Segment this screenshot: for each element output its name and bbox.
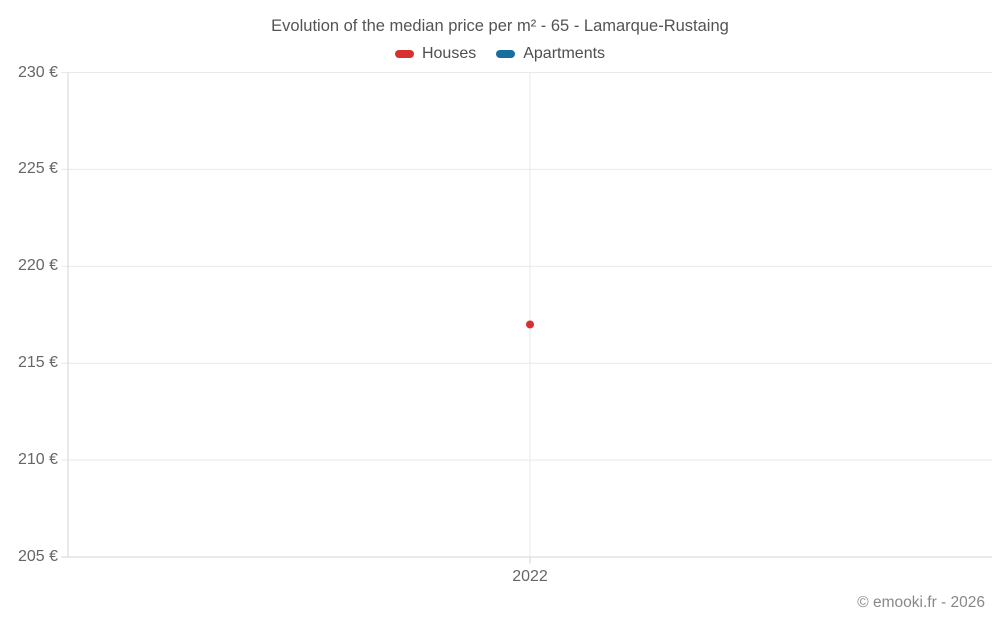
x-axis-tick-label: 2022 — [512, 568, 548, 585]
y-axis-tick-label: 205 € — [17, 548, 58, 565]
legend-label-apartments: Apartments — [523, 45, 606, 62]
legend-item-apartments[interactable]: Apartments — [496, 45, 605, 63]
apartments-series-swatch-icon — [496, 50, 516, 58]
y-axis-tick-label: 220 € — [17, 257, 58, 275]
houses-series-swatch-icon — [394, 50, 414, 58]
chart-legend: Houses Apartments — [0, 45, 1000, 63]
chart-title: Evolution of the median price per m² - 6… — [271, 17, 729, 35]
copyright-credit: © emooki.fr - 2026 — [857, 594, 985, 611]
y-axis-tick-label: 215 € — [17, 354, 58, 372]
y-axis-tick-label: 210 € — [17, 451, 58, 469]
y-axis-tick-label: 225 € — [17, 160, 58, 178]
legend-item-houses[interactable]: Houses — [394, 45, 477, 63]
legend-label-houses: Houses — [421, 45, 477, 62]
data-point-houses-2022[interactable] — [526, 320, 534, 329]
y-axis-tick-label: 230 € — [17, 63, 58, 81]
